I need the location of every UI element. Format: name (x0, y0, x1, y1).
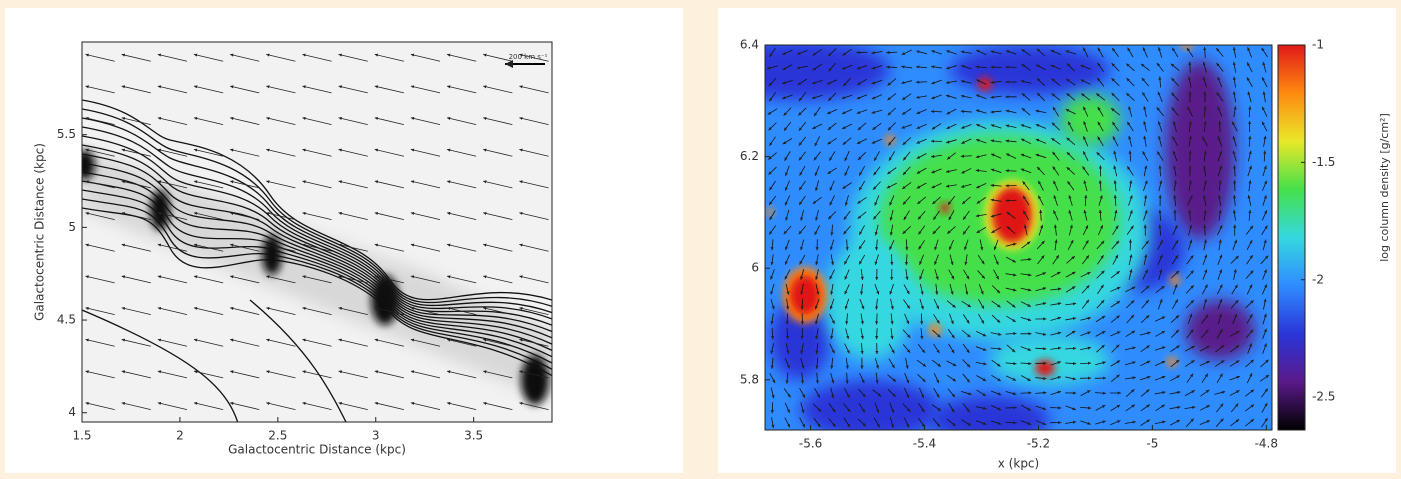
left-plot: 1.5 2 2.5 3 3.5 4 4.5 5 5.5 Galactocentric Distan… (33, 42, 553, 457)
y-tick-label: 5.5 (57, 127, 76, 141)
y-tick-label: 4.5 (57, 313, 76, 327)
x-tick-label: -5.4 (913, 437, 936, 451)
flow-arrow (886, 67, 897, 68)
y-axis-label: Galactocentric Distance (kpc) (33, 143, 47, 321)
dense-clump (1035, 360, 1055, 376)
page: {"chart_data": [ {"type": "vector-field"… (0, 0, 1401, 479)
low-density-region (1185, 300, 1255, 360)
y-tick-label: 6.2 (740, 149, 759, 163)
mid-density-region (825, 240, 915, 360)
colorbar-label: log column density [g/cm²] (1378, 113, 1391, 262)
x-tick-label: 1.5 (72, 429, 91, 443)
flow-arrow (931, 111, 942, 112)
density-image (710, 40, 1272, 445)
x-tick-label: -5.2 (1027, 437, 1050, 451)
colorbar-tick-label: -2.5 (1312, 390, 1335, 404)
colorbar (1278, 45, 1305, 430)
dense-clump (1170, 275, 1180, 285)
x-axis-label: Galactocentric Distance (kpc) (228, 443, 406, 457)
y-tick-label: 4 (68, 405, 76, 419)
x-tick-label: 2 (176, 429, 184, 443)
right-plot: -5.6 -5.4 -5.2 -5 -4.8 5.8 6 6.2 6.4 x (kpc) -2.5 -… (710, 38, 1391, 471)
low-density-region (1165, 60, 1235, 240)
x-tick-label: -5 (1146, 437, 1158, 451)
colorbar-tick-label: -2 (1312, 272, 1324, 286)
x-tick-label: -4.8 (1255, 437, 1278, 451)
flow-arrow (916, 82, 927, 83)
figure: 1.5 2 2.5 3 3.5 4 4.5 5 5.5 Galactocentric Distan… (0, 0, 1401, 479)
x-tick-label: 2.5 (268, 429, 287, 443)
dense-clump (929, 324, 941, 336)
flow-arrow (1006, 408, 1017, 409)
colorbar-tick-label: -1 (1312, 38, 1324, 52)
mid-density-region (990, 335, 1110, 385)
x-axis-label: x (kpc) (998, 457, 1039, 471)
x-tick-label: -5.6 (799, 437, 822, 451)
density-image (75, 42, 552, 430)
y-tick-label: 5.8 (740, 372, 759, 386)
colorbar-tick-label: -1.5 (1312, 155, 1335, 169)
x-tick-label: 3 (372, 429, 380, 443)
flow-arrow (1234, 180, 1235, 191)
y-tick-label: 6 (751, 261, 759, 275)
y-tick-label: 5 (68, 220, 76, 234)
mid-density-region (1060, 95, 1120, 145)
scale-annotation: 200 km s⁻¹ (509, 53, 548, 61)
y-tick-label: 6.4 (740, 38, 759, 52)
flow-arrow (877, 328, 878, 339)
x-tick-label: 3.5 (464, 429, 483, 443)
